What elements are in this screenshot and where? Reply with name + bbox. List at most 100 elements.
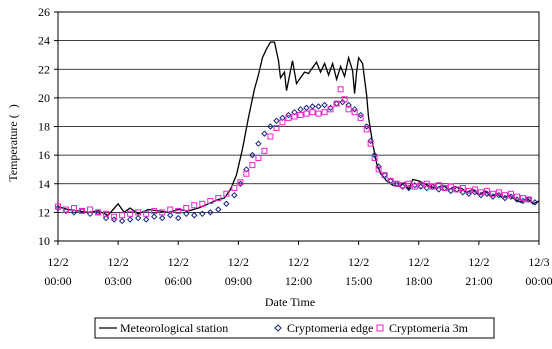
data-point-cryptomeria-3m [357, 114, 364, 121]
x-tick-label-time-2: 06:00 [165, 274, 192, 288]
data-point-cryptomeria-edge [435, 186, 442, 193]
data-point-cryptomeria-3m [513, 193, 520, 200]
data-point-cryptomeria-3m [411, 183, 418, 190]
legend: Meteorological station Cryptomeria edge … [94, 317, 495, 339]
y-tick-label-10: 10 [38, 234, 50, 248]
data-point-cryptomeria-3m [367, 140, 374, 147]
data-point-cryptomeria-edge [399, 183, 406, 190]
data-point-cryptomeria-edge [167, 212, 174, 219]
x-tick-label-date-5: 12/2 [348, 255, 369, 269]
data-point-cryptomeria-3m [327, 106, 334, 113]
data-point-cryptomeria-3m [183, 205, 190, 212]
data-point-cryptomeria-3m [423, 180, 430, 187]
data-point-cryptomeria-3m [341, 96, 348, 103]
data-point-cryptomeria-3m [243, 170, 250, 177]
data-point-cryptomeria-edge [249, 151, 256, 159]
data-point-cryptomeria-3m [79, 207, 86, 214]
data-point-cryptomeria-edge [142, 216, 150, 223]
data-point-cryptomeria-3m [393, 180, 400, 187]
x-tick-label-date-1: 12/2 [107, 255, 128, 269]
data-point-cryptomeria-edge [273, 117, 280, 124]
data-point-cryptomeria-3m [441, 185, 448, 192]
data-point-cryptomeria-3m [143, 210, 150, 217]
data-point-cryptomeria-3m [345, 106, 352, 113]
legend-label-cryptomeria-edge: Cryptomeria edge [287, 321, 373, 335]
data-point-cryptomeria-edge [345, 101, 352, 109]
data-point-cryptomeria-3m [237, 179, 244, 186]
data-point-cryptomeria-3m [297, 112, 304, 119]
data-point-cryptomeria-3m [417, 182, 424, 189]
data-point-cryptomeria-3m [223, 190, 230, 197]
data-point-cryptomeria-edge [327, 104, 334, 112]
x-axis-ticks: 12/2 00:00 12/2 03:00 12/2 06:00 12/2 09:00 12/2… [44, 241, 552, 288]
data-point-cryptomeria-3m [381, 172, 388, 179]
data-point-cryptomeria-edge [367, 137, 374, 145]
data-point-cryptomeria-edge [351, 106, 358, 113]
data-point-cryptomeria-edge [183, 210, 190, 218]
data-point-cryptomeria-edge [70, 209, 78, 216]
data-point-cryptomeria-edge [231, 191, 238, 199]
data-point-cryptomeria-3m [267, 133, 274, 140]
data-point-cryptomeria-3m [489, 190, 496, 197]
data-point-cryptomeria-edge [215, 206, 222, 213]
data-point-cryptomeria-edge [357, 111, 364, 119]
x-tick-label-date-3: 12/2 [228, 255, 249, 269]
x-tick-label-date-7: 12/2 [468, 255, 489, 269]
data-point-cryptomeria-edge [62, 207, 70, 215]
x-tick-label-time-0: 00:00 [44, 274, 71, 288]
data-point-cryptomeria-3m [249, 162, 256, 169]
legend-swatch-cryptomeria-3m [376, 324, 384, 332]
data-point-cryptomeria-edge [102, 214, 110, 222]
data-point-cryptomeria-edge [321, 101, 328, 109]
data-point-cryptomeria-3m [95, 209, 102, 216]
data-point-cryptomeria-edge [207, 209, 214, 216]
data-point-cryptomeria-3m [215, 195, 222, 202]
legend-label-meteorological-station: Meteorological station [120, 321, 228, 335]
y-tick-label-24: 24 [38, 34, 50, 48]
data-point-cryptomeria-edge [297, 106, 304, 113]
x-tick-label-time-4: 12:00 [285, 274, 312, 288]
data-point-cryptomeria-3m [495, 189, 502, 196]
data-point-cryptomeria-3m [191, 202, 198, 209]
data-point-cryptomeria-edge [333, 100, 340, 107]
series-cryptomeria-edge [54, 98, 539, 225]
x-axis-title: Date Time [265, 295, 315, 309]
data-point-cryptomeria-3m [291, 113, 298, 120]
data-point-cryptomeria-edge [150, 213, 158, 220]
data-point-cryptomeria-3m [135, 209, 142, 216]
data-point-cryptomeria-edge [447, 187, 455, 195]
x-tick-label-time-5: 15:00 [345, 274, 372, 288]
data-point-cryptomeria-edge [126, 216, 134, 223]
x-tick-label-date-6: 12/2 [408, 255, 429, 269]
legend-box [94, 317, 495, 339]
data-point-cryptomeria-edge [279, 114, 286, 122]
data-point-cryptomeria-3m [273, 124, 280, 131]
data-point-cryptomeria-edge [118, 217, 126, 225]
y-tick-label-16: 16 [38, 148, 50, 162]
data-point-cryptomeria-3m [483, 187, 490, 194]
data-point-cryptomeria-3m [525, 196, 532, 203]
y-tick-label-18: 18 [38, 120, 50, 134]
x-tick-label-date-0: 12/2 [47, 255, 68, 269]
data-point-cryptomeria-3m [375, 166, 382, 173]
data-point-cryptomeria-3m [519, 195, 526, 202]
data-point-cryptomeria-3m [351, 109, 358, 116]
data-point-cryptomeria-3m [111, 213, 118, 220]
data-point-cryptomeria-3m [159, 209, 166, 216]
x-tick-label-time-8: 00:00 [525, 274, 552, 288]
legend-label-cryptomeria-3m: Cryptomeria 3m [389, 321, 469, 335]
data-point-cryptomeria-3m [279, 119, 286, 126]
data-point-cryptomeria-edge [405, 184, 412, 192]
data-point-cryptomeria-3m [315, 110, 322, 117]
y-tick-label-20: 20 [38, 91, 50, 105]
series-cryptomeria-3m [55, 86, 532, 220]
data-point-cryptomeria-3m [261, 147, 268, 154]
data-point-cryptomeria-edge [54, 204, 62, 212]
data-point-cryptomeria-edge [417, 183, 424, 190]
data-point-cryptomeria-3m [309, 109, 316, 116]
data-point-cryptomeria-edge [243, 166, 250, 173]
data-point-cryptomeria-3m [231, 185, 238, 192]
x-tick-label-time-6: 18:00 [405, 274, 432, 288]
data-point-cryptomeria-3m [453, 186, 460, 193]
